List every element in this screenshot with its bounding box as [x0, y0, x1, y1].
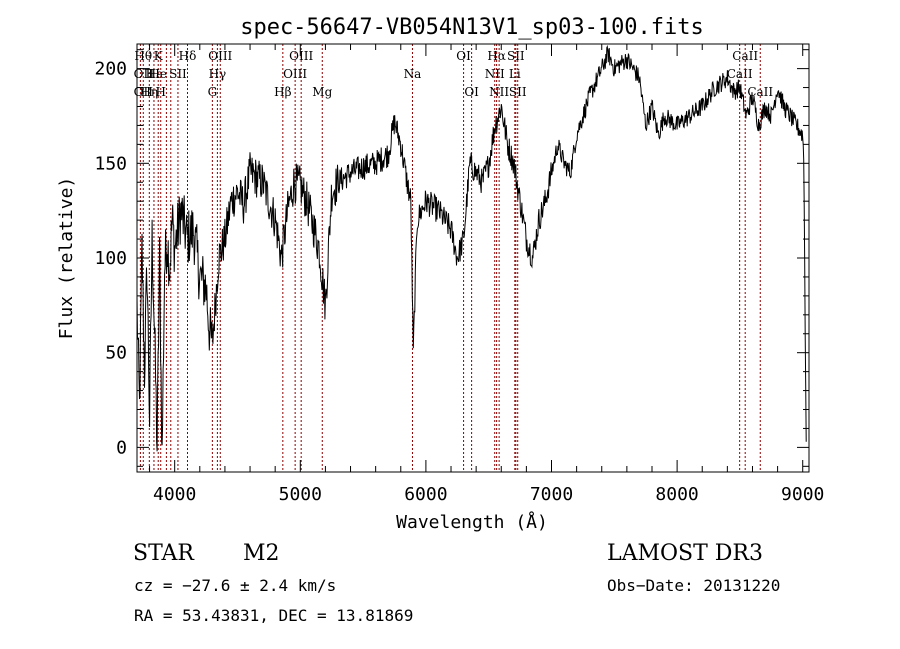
survey-label: LAMOST DR3 — [607, 541, 763, 566]
line-marker-label: SII — [507, 49, 525, 63]
line-marker-label: CaII — [732, 49, 758, 63]
line-marker-label: Hα — [487, 49, 506, 63]
x-tick-label: 8000 — [655, 484, 698, 505]
line-marker-label: Hθ — [134, 49, 152, 63]
x-tick-label: 9000 — [781, 484, 824, 505]
line-marker-label: G — [208, 85, 218, 99]
chart-title: spec-56647-VB054N13V1_sp03-100.fits — [240, 15, 704, 40]
y-tick-label: 200 — [94, 59, 127, 80]
object-subclass: M2 — [243, 541, 280, 566]
object-class: STAR — [133, 541, 195, 566]
line-marker-label: Na — [404, 67, 422, 81]
line-marker-label: OIII — [208, 49, 232, 63]
x-axis-label: Wavelength (Å) — [396, 511, 548, 533]
line-marker-label: OIII — [289, 49, 313, 63]
y-tick-label: 0 — [116, 437, 127, 458]
line-marker-label: OI — [456, 49, 471, 63]
y-tick-label: 100 — [94, 248, 127, 269]
line-marker-label: Li — [509, 67, 521, 81]
coordinates: RA = 53.43831, DEC = 13.81869 — [134, 606, 413, 625]
line-marker-label: Mg — [312, 85, 332, 99]
line-marker-label: SII — [509, 85, 527, 99]
line-marker-label: OII — [134, 85, 154, 99]
line-marker-label: NII — [489, 85, 509, 99]
spectrum-series — [136, 44, 807, 452]
line-markers: HθOIIOIIHηHεKHeHSIIHδGHγOIIIHβOIIIOIIIMg… — [134, 44, 773, 472]
y-axis: 0 50 100 150 200 — [94, 49, 809, 467]
line-marker-label: He — [149, 67, 167, 81]
x-tick-label: 6000 — [404, 484, 447, 505]
x-axis: 4000 5000 6000 7000 8000 9000 — [149, 44, 824, 505]
line-marker-label: Hβ — [274, 85, 291, 99]
y-tick-label: 50 — [105, 343, 127, 364]
spectrum-line — [136, 44, 807, 452]
line-marker-label: CaII — [727, 67, 753, 81]
line-marker-label: OI — [464, 85, 479, 99]
line-marker-label: H — [156, 85, 166, 99]
line-marker-label: K — [154, 49, 164, 63]
x-tick-label: 5000 — [279, 484, 322, 505]
line-marker-label: OII — [134, 67, 154, 81]
line-marker-label: CaII — [747, 85, 773, 99]
line-marker-label: SII — [169, 67, 187, 81]
line-marker-label: Hδ — [179, 49, 197, 63]
x-tick-label: 4000 — [153, 484, 196, 505]
line-marker-label: NII — [485, 67, 505, 81]
line-marker-label: OIII — [283, 67, 307, 81]
x-tick-label: 7000 — [530, 484, 573, 505]
observation-date: Obs−Date: 20131220 — [607, 576, 780, 595]
redshift-velocity: cz = −27.6 ± 2.4 km/s — [134, 576, 336, 595]
y-tick-label: 150 — [94, 153, 127, 174]
y-axis-label: Flux (relative) — [56, 177, 77, 340]
line-marker-label: Hγ — [209, 67, 227, 81]
